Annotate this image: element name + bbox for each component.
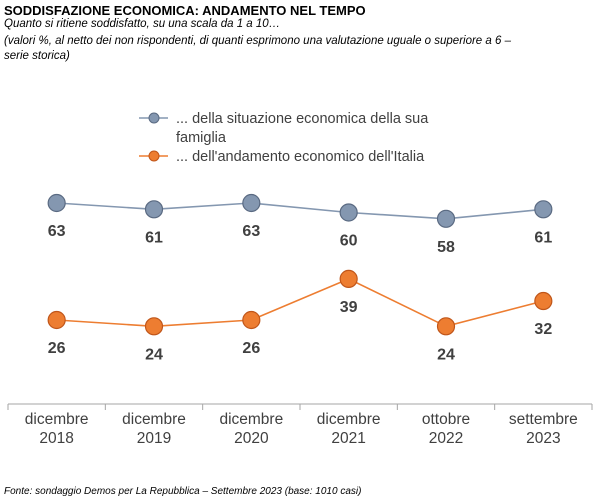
legend-marker-1	[148, 150, 160, 162]
data-point	[47, 193, 66, 213]
data-label: 63	[48, 223, 66, 240]
data-point	[47, 310, 66, 330]
x-tick-label: 2020	[234, 430, 269, 447]
data-label: 32	[534, 321, 552, 338]
x-tick-label: settembre	[509, 411, 578, 428]
data-label: 61	[145, 229, 163, 246]
data-point	[534, 291, 553, 311]
data-label: 60	[340, 232, 358, 249]
x-tick-label: dicembre	[122, 411, 186, 428]
data-point	[436, 209, 456, 228]
data-point	[242, 310, 261, 330]
chart-subtitle: Quanto si ritiene soddisfatto, su una sc…	[4, 18, 281, 30]
data-point	[436, 317, 456, 336]
chart-title: SODDISFAZIONE ECONOMICA: ANDAMENTO NEL T…	[4, 3, 366, 18]
data-point	[339, 203, 358, 222]
series-line-1	[56, 278, 544, 328]
x-tick-label: dicembre	[25, 411, 89, 428]
legend-label-0: famiglia	[176, 130, 227, 146]
data-label: 58	[437, 239, 455, 256]
legend-marker-0	[148, 112, 160, 124]
data-point	[534, 200, 553, 219]
legend-label-1: ... dell'andamento economico dell'Italia	[176, 149, 425, 165]
legend-label-0: ... della situazione economica della sua	[176, 111, 429, 127]
data-point	[144, 200, 164, 219]
data-label: 63	[242, 223, 260, 240]
x-tick-label: 2019	[137, 430, 171, 447]
chart-note: (valori %, al netto dei non rispondenti,…	[4, 35, 511, 62]
data-label: 26	[48, 340, 66, 357]
data-label: 26	[242, 340, 260, 357]
data-point	[339, 269, 358, 288]
source-note: Fonte: sondaggio Demos per La Repubblica…	[4, 486, 362, 497]
x-tick-label: ottobre	[422, 411, 470, 428]
data-point	[144, 317, 164, 336]
data-point	[242, 193, 261, 213]
x-tick-label: 2023	[526, 430, 560, 447]
x-tick-label: dicembre	[219, 411, 283, 428]
x-tick-label: 2021	[331, 430, 365, 447]
x-tick-label: 2022	[429, 430, 463, 447]
x-tick-label: dicembre	[317, 411, 381, 428]
series-line-0	[56, 202, 544, 220]
data-label: 39	[340, 299, 358, 316]
data-label: 24	[437, 346, 455, 363]
data-label: 24	[145, 346, 163, 363]
x-tick-label: 2018	[39, 430, 73, 447]
data-label: 61	[534, 229, 552, 246]
